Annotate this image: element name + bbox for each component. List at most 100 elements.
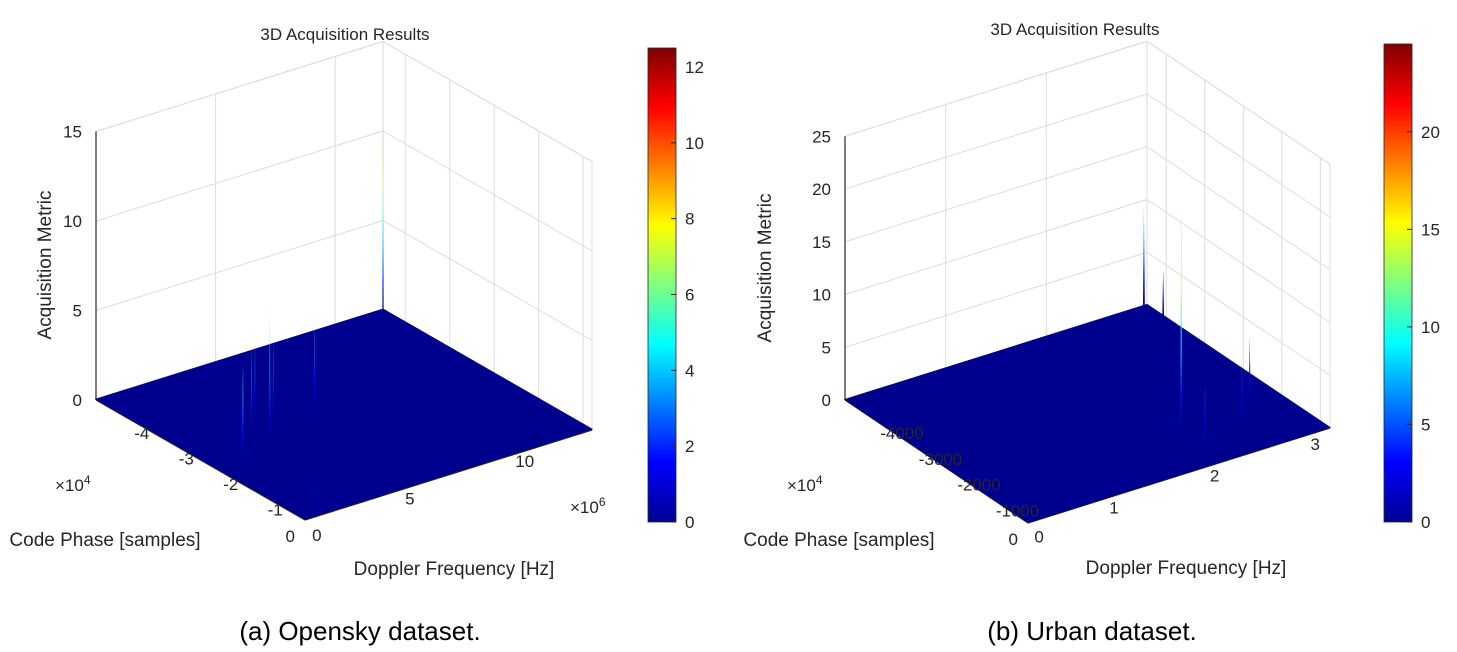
z-tick-label: 15 <box>63 123 82 142</box>
peak-spike <box>382 122 384 312</box>
colorbar-tick-label: 20 <box>1421 123 1440 142</box>
chart-title: 3D Acquisition Results <box>260 25 429 44</box>
peak-spike <box>1142 202 1145 310</box>
peak-spike <box>1162 268 1165 323</box>
peak-spike <box>1248 335 1251 406</box>
gridline-z <box>1146 93 1331 218</box>
box-edge <box>844 40 1148 137</box>
z-axis-label: Acquisition Metric <box>35 191 56 340</box>
z-tick-label: 5 <box>73 302 82 321</box>
gridline-z <box>1146 199 1331 323</box>
y-axis-label: Code Phase [samples] <box>743 530 934 551</box>
x-tick-label: -1 <box>268 500 283 519</box>
colorbar-tick-label: 0 <box>685 513 694 532</box>
y-tick-label: 10 <box>515 452 534 471</box>
peak-spike <box>316 480 318 518</box>
colorbar-ticks: 0 2 4 6 8 10 12 <box>671 58 704 532</box>
z-tick-label: 0 <box>822 391 831 410</box>
box-edge <box>1146 40 1331 165</box>
peak-spike <box>1240 360 1243 426</box>
colorbar <box>647 47 677 523</box>
x-tick-label: 0 <box>1034 528 1043 547</box>
y-tick-label: 0 <box>1009 530 1018 549</box>
y-multiplier: ×104 <box>787 473 823 495</box>
box-edge <box>382 41 593 162</box>
colorbar-ticks: 0 5 10 15 20 <box>1407 123 1440 532</box>
x-tick-label: -4 <box>134 424 149 443</box>
x-axis-label: Doppler Frequency [Hz] <box>354 559 555 580</box>
x-tick-label: -2 <box>223 475 238 494</box>
colorbar-tick-label: 8 <box>685 210 694 229</box>
box-edge <box>95 41 384 132</box>
peak-spikes <box>241 122 384 518</box>
colorbar-tick-label: 5 <box>1421 415 1430 434</box>
z-axis-label: Acquisition Metric <box>755 194 776 343</box>
chart-title: 3D Acquisition Results <box>990 20 1159 39</box>
x-tick-label: -3000 <box>919 450 962 469</box>
gridline-z <box>844 251 1148 348</box>
x-tick-label: -2000 <box>957 476 1000 495</box>
surface-floor <box>843 303 1332 524</box>
y-multiplier: ×104 <box>55 473 91 495</box>
y-axis-line <box>95 399 306 521</box>
colorbar-tick-label: 10 <box>1421 318 1440 337</box>
x-tick-label: -1000 <box>996 502 1039 521</box>
gridline-z <box>844 93 1148 190</box>
gridline-z <box>1146 251 1331 376</box>
colorbar-tick-label: 12 <box>685 58 704 77</box>
y-tick-label: 0 <box>286 527 295 546</box>
caption-b: (b) Urban dataset. <box>987 616 1197 646</box>
z-tick-label: 10 <box>812 286 831 305</box>
x-axis-line <box>1027 427 1331 524</box>
surface-floor <box>94 308 594 520</box>
y-tick-label: 3 <box>1311 435 1320 454</box>
z-tick-label: 0 <box>73 391 82 410</box>
peak-spike <box>241 365 244 461</box>
x-multiplier: ×106 <box>570 495 606 517</box>
peak-spike <box>272 337 274 428</box>
y-axis-label: Code Phase [samples] <box>9 530 200 551</box>
surface-plot <box>94 308 594 520</box>
z-tick-label: 15 <box>812 233 831 252</box>
colorbar-tick-label: 10 <box>685 134 704 153</box>
z-tick-label: 25 <box>812 127 831 146</box>
x-tick-label: -3 <box>179 449 194 468</box>
x-tick-label: -4000 <box>880 424 923 443</box>
x-axis-line <box>304 429 593 521</box>
gridline-z <box>95 220 384 311</box>
colorbar-tick-label: 4 <box>685 361 694 380</box>
gridline-z <box>1146 146 1331 271</box>
colorbar-tick-label: 0 <box>1421 513 1430 532</box>
caption-a: (a) Opensky dataset. <box>239 616 480 646</box>
y-tick-label: 5 <box>405 490 414 509</box>
colorbar-tick-label: 6 <box>685 285 694 304</box>
gridline-z <box>382 220 593 341</box>
y-tick-label: 1 <box>1109 498 1118 517</box>
colorbar-tick-label: 15 <box>1421 220 1440 239</box>
colorbar <box>1383 43 1413 523</box>
z-tick-label: 5 <box>822 338 831 357</box>
peak-spike <box>1180 211 1183 430</box>
tick-labels: 0 5 10 15 20 25 0 1 2 3 -4000 -3000 -2000 -1000 0 <box>812 127 1320 549</box>
chart-panel-urban: 0 5 10 15 20 25 0 1 2 3 -4000 -3000 -2000 -1000 0 3D A… <box>743 20 1440 646</box>
z-tick-label: 10 <box>63 212 82 231</box>
z-tick-label: 20 <box>812 180 831 199</box>
colorbar-tick-label: 2 <box>685 437 694 456</box>
gridline-z <box>95 130 384 222</box>
gridline-z <box>844 146 1148 243</box>
gridline-z <box>844 199 1148 295</box>
peak-spikes <box>1142 202 1251 452</box>
peak-spike <box>313 319 315 411</box>
x-axis-label: Doppler Frequency [Hz] <box>1086 558 1287 579</box>
y-tick-label: 2 <box>1210 467 1219 486</box>
peak-spike <box>254 342 256 423</box>
peak-spike <box>250 344 253 438</box>
peak-spike <box>269 302 271 440</box>
peak-spike <box>1204 385 1206 451</box>
surface-plot <box>843 303 1332 524</box>
gridline-z <box>382 130 593 252</box>
peak-spike <box>1242 426 1245 452</box>
